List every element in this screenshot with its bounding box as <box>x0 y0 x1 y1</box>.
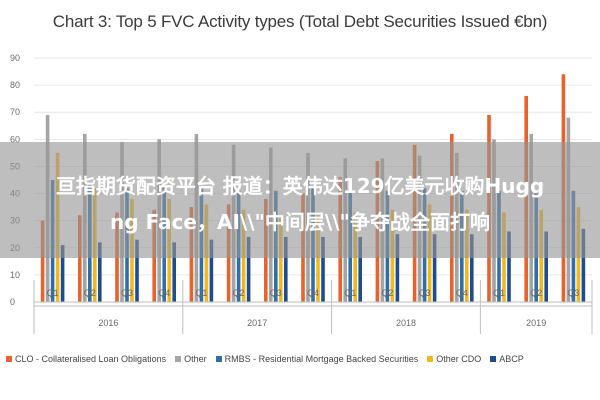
x-tick-label: Q3 <box>121 288 133 298</box>
bar-abcp <box>581 228 586 302</box>
legend-label: Other CDO <box>436 354 482 364</box>
x-tick-label: Q4 <box>307 288 319 298</box>
bar-abcp <box>172 242 176 302</box>
group-label: 2018 <box>396 318 416 328</box>
x-tick-label: Q1 <box>493 288 505 298</box>
bar-abcp <box>544 231 548 302</box>
legend-item: Other <box>175 354 207 364</box>
bar-abcp <box>284 236 288 302</box>
bar-clo <box>40 220 45 302</box>
legend-item: ABCP <box>490 354 524 364</box>
bar-abcp <box>209 239 214 302</box>
x-tick-label: Q1 <box>344 288 356 298</box>
bar-abcp <box>358 236 362 302</box>
bar-othercdo <box>279 215 283 302</box>
x-tick-label: Q4 <box>158 288 170 298</box>
bar-othercdo <box>316 215 320 302</box>
y-tick-label: 60 <box>10 134 20 144</box>
legend-item: RMBS - Residential Mortgage Backed Secur… <box>215 354 419 364</box>
legend-label: CLO - Collateralised Loan Obligations <box>15 354 167 364</box>
x-tick-label: Q1 <box>195 288 207 298</box>
x-tick-label: Q4 <box>456 288 468 298</box>
group-label: 2016 <box>98 318 118 328</box>
bar-abcp <box>432 234 437 302</box>
y-tick-label: 90 <box>10 53 20 63</box>
bar-abcp <box>470 234 474 302</box>
overlay-line-2: ng Face，AI\\"中间层\\"争夺战全面打响 <box>110 210 490 234</box>
overlay-banner: 亘指期货配资平台 报道：英伟达129亿美元收购Hugg ng Face，AI\\… <box>0 142 600 258</box>
bar-clo <box>78 215 82 302</box>
y-tick-label: 80 <box>10 80 20 90</box>
chart-title: Chart 3: Top 5 FVC Activity types (Total… <box>52 12 548 31</box>
y-tick-label: 10 <box>10 270 20 280</box>
overlay-line-1: 亘指期货配资平台 报道：英伟达129亿美元收购Hugg <box>55 174 545 198</box>
bar-abcp <box>246 236 251 302</box>
legend: CLO - Collateralised Loan Obligations Oth… <box>6 350 596 368</box>
group-label: 2019 <box>526 318 546 328</box>
group-label: 2017 <box>247 318 267 328</box>
legend-swatch <box>175 356 182 362</box>
x-tick-label: Q2 <box>84 288 96 298</box>
y-tick-label: 70 <box>10 107 20 117</box>
x-tick-label: Q3 <box>419 288 431 298</box>
bar-abcp <box>60 245 65 302</box>
legend-swatch <box>6 356 12 362</box>
x-tick-label: Q2 <box>233 288 245 298</box>
bar-abcp <box>135 239 139 302</box>
legend-item: CLO - Collateralised Loan Obligations <box>6 354 166 364</box>
legend-swatch <box>427 356 434 362</box>
x-tick-label: Q3 <box>567 288 579 298</box>
legend-label: ABCP <box>499 354 524 364</box>
legend-item: Other CDO <box>427 354 481 364</box>
legend-label: Other <box>184 354 207 364</box>
bar-abcp <box>395 234 400 302</box>
bar-abcp <box>321 236 325 302</box>
legend-swatch <box>490 356 497 362</box>
legend-label: RMBS - Residential Mortgage Backed Secur… <box>224 354 419 364</box>
x-tick-label: Q3 <box>270 288 282 298</box>
y-tick-label: 0 <box>10 297 15 307</box>
bar-abcp <box>98 242 102 302</box>
x-tick-label: Q2 <box>381 288 393 298</box>
bar-abcp <box>507 231 511 302</box>
x-tick-label: Q2 <box>530 288 542 298</box>
x-axis: Q1 Q2 Q3 Q4 Q1 Q2 Q3 Q4 Q1 Q2 Q3 Q4 Q1 Q2 Q3 2016 2017 20… <box>33 280 593 334</box>
legend-swatch <box>215 356 222 362</box>
x-tick-label: Q1 <box>47 288 59 298</box>
